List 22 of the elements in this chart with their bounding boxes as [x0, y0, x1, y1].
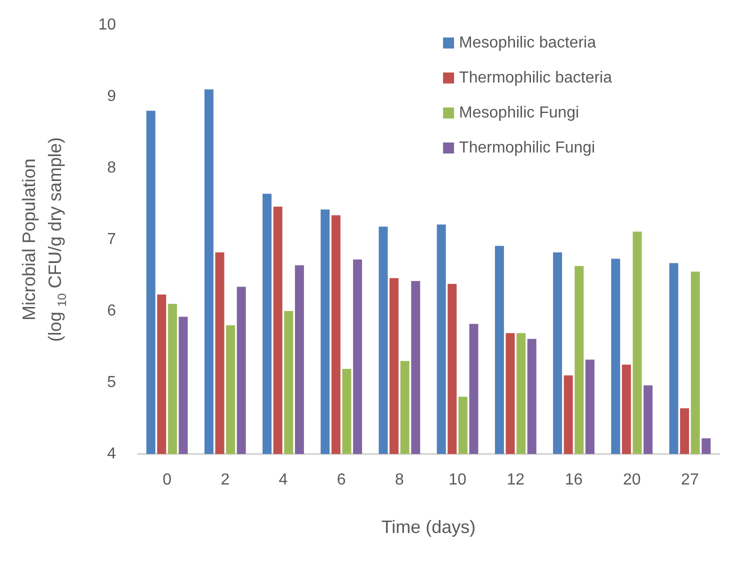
- legend-label: Thermophilic bacteria: [459, 70, 612, 86]
- x-tick-label: 8: [394, 472, 404, 488]
- legend-label: Mesophilic Fungi: [459, 104, 580, 122]
- y-tick-label: 8: [107, 160, 116, 176]
- y-tick-label: 6: [107, 302, 116, 320]
- x-axis-title: Time (days): [381, 517, 476, 537]
- x-tick-label: 27: [681, 472, 699, 488]
- legend-label: Mesophilic bacteria: [459, 34, 596, 52]
- x-tick-label: 16: [564, 472, 583, 488]
- x-tick-label: 20: [622, 472, 641, 488]
- legend-label: Thermophilic Fungi: [459, 140, 596, 156]
- x-tick-label: 4: [278, 472, 288, 488]
- x-tick-label: 6: [336, 472, 346, 488]
- x-tick-label: 0: [162, 472, 172, 488]
- y-tick-label: 10: [98, 16, 116, 34]
- y-tick-label: 5: [107, 374, 116, 391]
- x-tick-label: 10: [448, 472, 467, 488]
- y-tick-label: 7: [107, 231, 116, 248]
- y-tick-label: 4: [107, 446, 116, 462]
- x-tick-label: 2: [220, 472, 230, 488]
- y-tick-label: 9: [107, 88, 116, 105]
- x-tick-label: 12: [506, 472, 525, 488]
